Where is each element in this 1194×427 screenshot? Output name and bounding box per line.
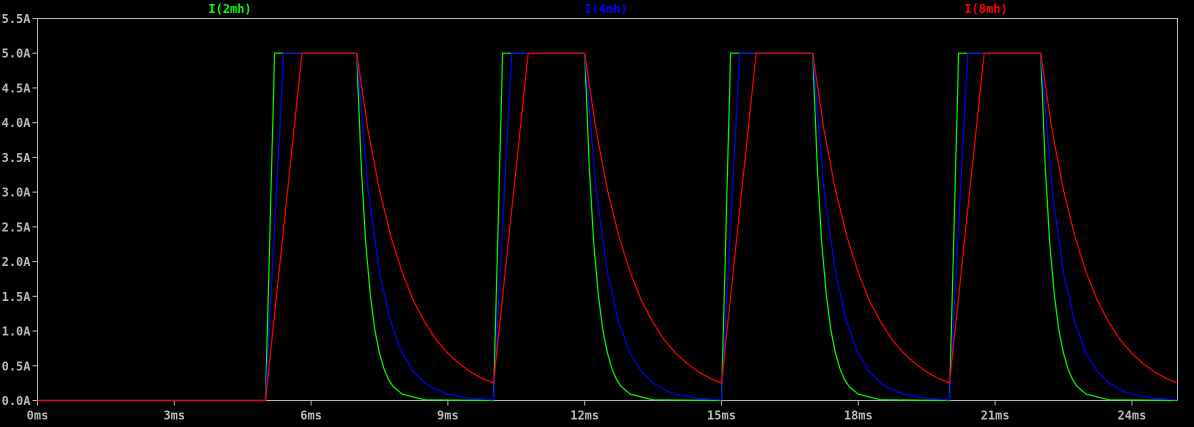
x-tick-label: 12ms xyxy=(570,409,599,423)
x-tick-label: 15ms xyxy=(707,409,736,423)
y-tick-label: 5.5A xyxy=(2,12,32,26)
trace-i8mh xyxy=(37,52,1178,402)
legend-label[interactable]: I(8mh) xyxy=(964,2,1007,16)
legend: I(2mh) I(4mh) I(8mh) xyxy=(208,2,1007,16)
y-tick-label: 0.5A xyxy=(2,359,32,373)
y-tick-label: 1.0A xyxy=(2,325,32,339)
x-tick-label: 18ms xyxy=(844,409,873,423)
y-tick-label: 5.0A xyxy=(2,47,32,61)
legend-label[interactable]: I(4mh) xyxy=(584,2,627,16)
y-tick-label: 2.0A xyxy=(2,255,32,269)
x-tick-label: 9ms xyxy=(437,409,459,423)
x-tick-label: 3ms xyxy=(163,409,185,423)
y-tick-label: 2.5A xyxy=(2,220,32,234)
trace-i4mh xyxy=(37,52,1178,402)
x-tick-label: 24ms xyxy=(1117,409,1146,423)
y-tick-label: 4.0A xyxy=(2,116,32,130)
y-tick-label: 3.5A xyxy=(2,151,32,165)
y-tick-label: 1.5A xyxy=(2,290,32,304)
plot-frame xyxy=(37,18,1178,401)
y-tick-label: 4.5A xyxy=(2,81,32,95)
trace-i2mh xyxy=(37,52,1178,402)
y-tick-label: 3.0A xyxy=(2,186,32,200)
x-tick-label: 21ms xyxy=(981,409,1010,423)
x-tick-label: 6ms xyxy=(300,409,322,423)
series-traces xyxy=(37,52,1178,402)
y-tick-label: 0.0A xyxy=(2,394,32,408)
axis-ticks: 0ms 3ms 6ms 9ms 12ms 15ms 18ms 21ms 24ms 0.0A 0.5A… xyxy=(2,12,1147,423)
legend-label[interactable]: I(2mh) xyxy=(208,2,251,16)
x-tick-label: 0ms xyxy=(27,409,49,423)
